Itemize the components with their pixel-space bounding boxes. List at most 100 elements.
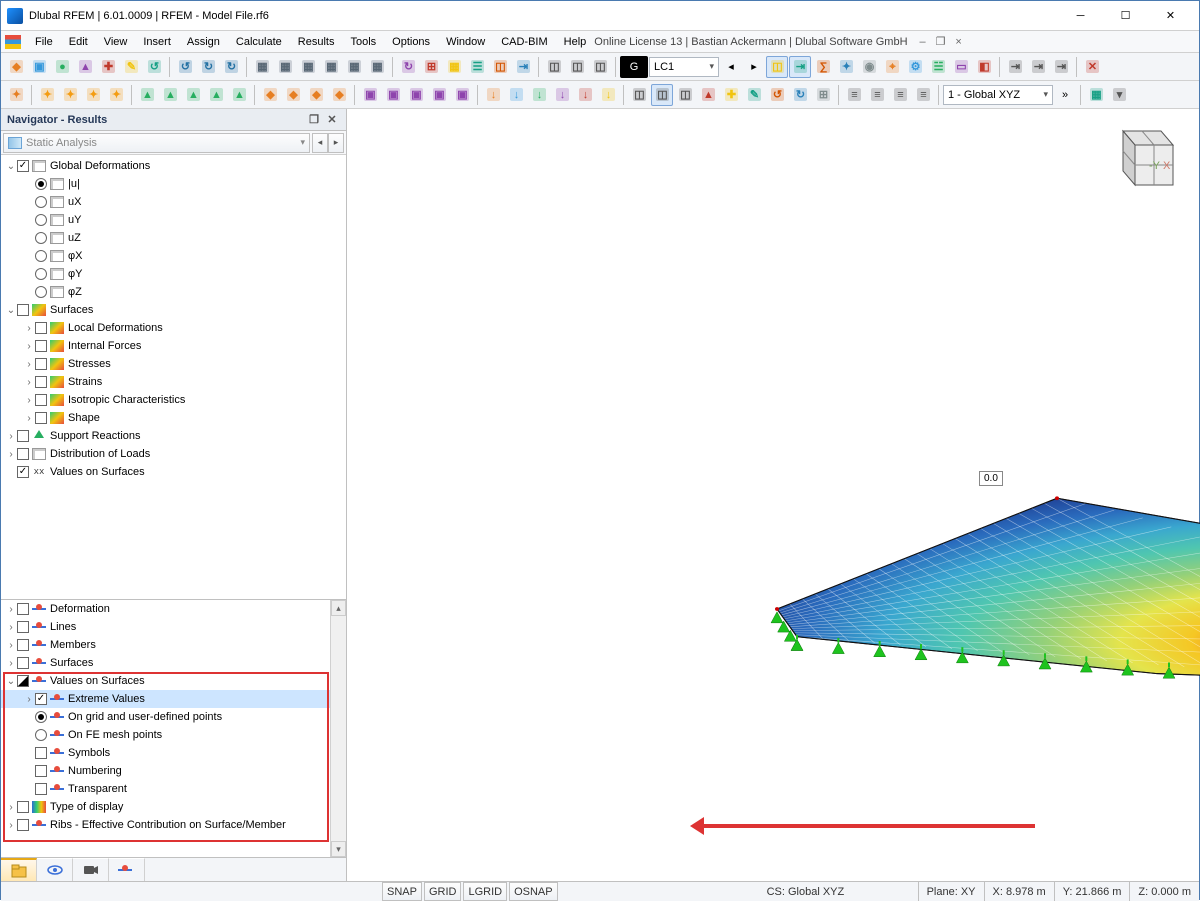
tb2-d-2[interactable]: ≡ [889,84,911,106]
expand-icon[interactable]: › [5,657,17,669]
expand-icon[interactable]: › [23,340,35,352]
radio[interactable] [35,232,47,244]
tab-views[interactable] [73,858,109,881]
expand-icon[interactable]: › [23,358,35,370]
checkbox[interactable] [17,801,29,813]
tree-row[interactable]: Transparent [1,780,330,798]
expand-icon[interactable]: › [23,693,35,705]
checkbox[interactable] [17,819,29,831]
tb1-table-3[interactable]: ▦ [320,56,342,78]
tb2-misc[interactable]: » [1054,84,1076,106]
tb1-res-0[interactable]: ↻ [397,56,419,78]
menu-cad-bim[interactable]: CAD-BIM [493,34,555,50]
checkbox[interactable] [17,430,29,442]
tb1-view-2[interactable]: ◫ [589,56,611,78]
tb2-ld-3[interactable]: ↓ [551,84,573,106]
checkbox[interactable] [17,466,29,478]
tree-row[interactable]: ›Isotropic Characteristics [1,391,346,409]
menu-assign[interactable]: Assign [179,34,228,50]
tb1-sec-1[interactable]: ⇥ [1027,56,1049,78]
tb1-disp-7[interactable]: ☱ [927,56,949,78]
tree-row[interactable]: uY [1,211,346,229]
tb1-disp-2[interactable]: ∑ [812,56,834,78]
tb2-s-4[interactable]: ▣ [451,84,473,106]
close-panel-icon[interactable]: ✕ [324,112,340,128]
expand-icon[interactable]: › [5,448,17,460]
tb2-r-4[interactable]: ↻ [789,84,811,106]
checkbox[interactable] [35,412,47,424]
scroll-up-icon[interactable]: ▴ [331,600,346,616]
tree-row[interactable]: φX [1,247,346,265]
tree-row[interactable]: On FE mesh points [1,726,330,744]
checkbox[interactable] [17,639,29,651]
tree-row[interactable]: ›Support Reactions [1,427,346,445]
tb1-table-5[interactable]: ▦ [366,56,388,78]
tb2-s-2[interactable]: ▣ [405,84,427,106]
tb1-res-4[interactable]: ◫ [489,56,511,78]
menu-window[interactable]: Window [438,34,493,50]
tb1-view-1[interactable]: ◫ [566,56,588,78]
close-button[interactable]: ✕ [1148,2,1193,30]
tb2-m-2[interactable]: ◆ [305,84,327,106]
tb2-ld-4[interactable]: ↓ [574,84,596,106]
tb2-d-3[interactable]: ≡ [912,84,934,106]
loadcase-dropdown[interactable]: LC1▾ [649,57,719,77]
tb2-ld-2[interactable]: ↓ [528,84,550,106]
tree-row[interactable]: ›Internal Forces [1,337,346,355]
tree-row[interactable]: ›Local Deformations [1,319,346,337]
tree-row[interactable]: ⌄Global Deformations [1,157,346,175]
checkbox[interactable] [35,394,47,406]
tb1-disp-8[interactable]: ▭ [950,56,972,78]
tb1-sec-0[interactable]: ⇥ [1004,56,1026,78]
radio[interactable] [35,729,47,741]
display-options-tree[interactable]: ›Deformation›Lines›Members›Surfaces⌄Valu… [1,600,330,857]
checkbox[interactable] [17,657,29,669]
menu-options[interactable]: Options [384,34,438,50]
tree-row[interactable]: ›Extreme Values [1,690,330,708]
tree-row[interactable]: uZ [1,229,346,247]
radio[interactable] [35,196,47,208]
maximize-button[interactable]: ☐ [1103,2,1148,30]
analysis-type-dropdown[interactable]: Static Analysis ▾ [3,133,310,153]
tree-row[interactable]: ›Lines [1,618,330,636]
orientation-cube[interactable]: -Y X [1105,123,1179,197]
scroll-down-icon[interactable]: ▾ [331,841,346,857]
expand-icon[interactable]: › [23,412,35,424]
tree-row[interactable]: uX [1,193,346,211]
tb2-f-0[interactable]: ◫ [628,84,650,106]
checkbox[interactable] [35,340,47,352]
prev-analysis-button[interactable]: ◂ [312,133,328,153]
collapse-icon[interactable]: ⌄ [5,675,17,687]
tb1-disp-1[interactable]: ⇥ [789,56,811,78]
collapse-icon[interactable]: ⌄ [5,304,17,316]
results-tree[interactable]: ⌄Global Deformations|u|uXuYuZφXφYφZ⌄Surf… [1,155,346,599]
radio[interactable] [35,214,47,226]
expand-icon[interactable]: › [23,322,35,334]
tb2-s-0[interactable]: ▣ [359,84,381,106]
tb2-s-1[interactable]: ▣ [382,84,404,106]
tb2-r-1[interactable]: ✚ [720,84,742,106]
tree-row[interactable]: φZ [1,283,346,301]
float-icon[interactable]: ❐ [306,112,322,128]
tb2-end[interactable]: ▾ [1108,84,1130,106]
scrollbar[interactable]: ▴ ▾ [330,600,346,857]
tab-display[interactable] [37,858,73,881]
menu-edit[interactable]: Edit [61,34,96,50]
tree-row[interactable]: ›Ribs - Effective Contribution on Surfac… [1,816,330,834]
tb1-undo-2[interactable]: ↻ [220,56,242,78]
menu-file[interactable]: File [27,34,61,50]
tb2-l-1[interactable]: ▲ [159,84,181,106]
radio[interactable] [35,250,47,262]
tab-data[interactable] [1,858,37,881]
tb1-btn-1[interactable]: ▣ [28,56,50,78]
tb2-d-0[interactable]: ≡ [843,84,865,106]
tb2-f-1[interactable]: ◫ [651,84,673,106]
tb1-res-2[interactable]: ▦ [443,56,465,78]
model-viewport[interactable]: -Y X [347,109,1199,881]
menu-results[interactable]: Results [290,34,343,50]
checkbox[interactable] [17,160,29,172]
tb2-m-1[interactable]: ◆ [282,84,304,106]
tb2-ld-1[interactable]: ↓ [505,84,527,106]
tb1-disp-0[interactable]: ◫ [766,56,788,78]
tb2-l-2[interactable]: ▲ [182,84,204,106]
